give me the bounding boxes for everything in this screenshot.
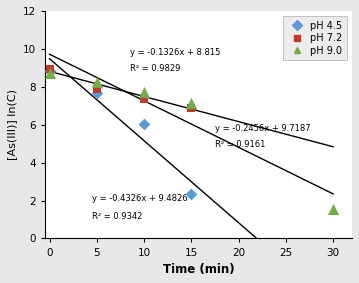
- Point: [94, 86, 100, 91]
- Point: [141, 89, 147, 94]
- Point: [47, 67, 52, 71]
- Point: [47, 68, 52, 73]
- Legend: pH 4.5, pH 7.2, pH 9.0: pH 4.5, pH 7.2, pH 9.0: [283, 16, 347, 60]
- Point: [94, 80, 100, 84]
- Point: [141, 97, 147, 101]
- Point: [94, 91, 100, 96]
- Text: R² = 0.9161: R² = 0.9161: [215, 140, 265, 149]
- Point: [141, 121, 147, 126]
- Text: y = -0.1326x + 8.815: y = -0.1326x + 8.815: [130, 48, 220, 57]
- X-axis label: Time (min): Time (min): [163, 263, 234, 276]
- Y-axis label: [As(III)] ln(C): [As(III)] ln(C): [7, 89, 17, 160]
- Text: y = -0.4326x + 9.4826: y = -0.4326x + 9.4826: [92, 194, 188, 203]
- Text: R² = 0.9829: R² = 0.9829: [130, 64, 180, 72]
- Point: [47, 70, 52, 75]
- Point: [188, 101, 194, 105]
- Text: y = -0.2456x + 9.7187: y = -0.2456x + 9.7187: [215, 124, 311, 133]
- Point: [188, 192, 194, 196]
- Text: R² = 0.9342: R² = 0.9342: [92, 213, 143, 221]
- Point: [330, 207, 336, 211]
- Point: [188, 105, 194, 110]
